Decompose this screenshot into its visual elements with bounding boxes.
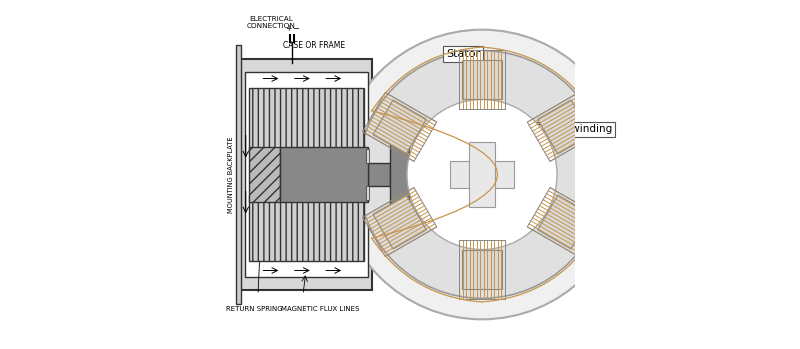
Bar	[236, 45, 241, 304]
Text: Stator: Stator	[446, 49, 480, 59]
Bar	[366, 186, 370, 200]
Text: COIL WINDING: COIL WINDING	[280, 226, 335, 235]
Bar	[368, 163, 390, 186]
Text: Rotor: Rotor	[453, 161, 483, 171]
Bar	[469, 142, 495, 207]
Text: +: +	[285, 24, 291, 33]
Bar	[366, 149, 370, 163]
Text: ← x →: ← x →	[374, 147, 393, 153]
Bar	[280, 147, 368, 202]
Bar	[241, 59, 372, 290]
Text: PLUNGER: PLUNGER	[308, 170, 349, 179]
Polygon shape	[462, 251, 502, 289]
Circle shape	[337, 30, 627, 319]
Text: COIL WINDING: COIL WINDING	[280, 114, 335, 123]
Text: Stator winding: Stator winding	[536, 124, 613, 134]
Circle shape	[407, 99, 557, 250]
Text: MOUNTING BACKPLATE: MOUNTING BACKPLATE	[228, 136, 234, 213]
Bar	[390, 141, 409, 208]
Text: MAGNETIC FLUX LINES: MAGNETIC FLUX LINES	[281, 306, 359, 312]
Text: ELECTRICAL
CONNECTION: ELECTRICAL CONNECTION	[246, 16, 295, 29]
Polygon shape	[462, 60, 502, 99]
Text: RETURN SPRING: RETURN SPRING	[226, 306, 282, 312]
Text: CASE OR FRAME: CASE OR FRAME	[283, 41, 346, 50]
Polygon shape	[373, 195, 426, 249]
Bar	[250, 88, 365, 154]
Circle shape	[358, 51, 606, 298]
Polygon shape	[373, 100, 426, 154]
Polygon shape	[538, 195, 591, 249]
Text: STROKE: STROKE	[370, 208, 398, 214]
Bar	[250, 147, 280, 202]
Bar	[246, 72, 367, 277]
Text: −: −	[292, 24, 299, 33]
Bar	[250, 195, 365, 261]
Polygon shape	[538, 100, 591, 154]
Bar	[450, 162, 514, 188]
